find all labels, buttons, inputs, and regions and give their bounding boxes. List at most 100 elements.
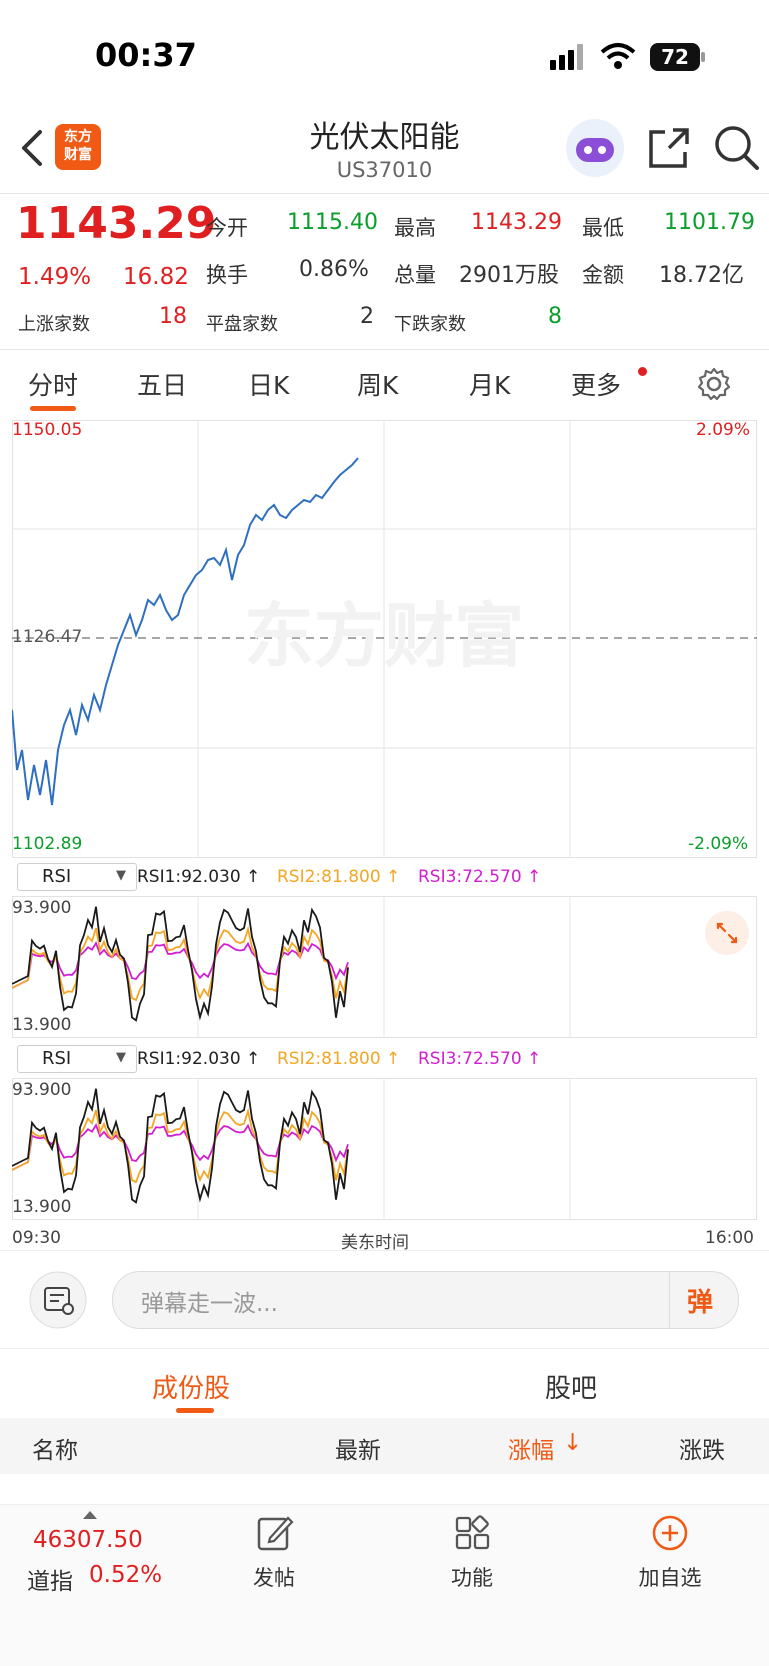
status-bar: 00:37 72	[0, 0, 769, 110]
rsi-chart-2	[12, 1078, 757, 1220]
table-header: 名称 最新 涨幅 ↓ 涨跌	[0, 1418, 769, 1474]
quote-divider	[0, 349, 769, 350]
edit-post-icon[interactable]	[256, 1514, 294, 1552]
danmaku-input[interactable]: 弹幕走一波... 弹	[112, 1271, 739, 1329]
down-count-label: 下跌家数	[394, 314, 466, 335]
rsi-indicator-select-1[interactable]: RSI ▼	[17, 863, 137, 891]
low-value: 1101.79	[664, 210, 755, 235]
index-percent[interactable]: 0.52%	[89, 1562, 163, 1588]
features-grid-icon[interactable]	[454, 1514, 492, 1552]
tab-month-k[interactable]: 月K	[469, 371, 511, 400]
bottom-toolbar	[0, 1504, 769, 1666]
up-count-label: 上涨家数	[18, 314, 90, 335]
header-divider	[0, 193, 769, 194]
tab-constituents[interactable]: 成份股	[152, 1374, 231, 1404]
tab-intraday[interactable]: 分时	[28, 371, 79, 400]
rsi2-value-1: RSI2:81.800 ↑	[277, 867, 401, 887]
rsi-select-label: RSI	[42, 1048, 72, 1069]
rsi-axis-top-1: 93.900	[12, 898, 72, 918]
col-latest[interactable]: 最新	[335, 1438, 381, 1464]
wifi-icon	[600, 43, 636, 69]
share-icon[interactable]	[647, 126, 691, 170]
rsi3-line	[12, 941, 349, 989]
open-label: 今开	[206, 216, 248, 240]
features-button[interactable]: 功能	[451, 1566, 493, 1590]
amount-value: 18.72亿	[659, 263, 744, 288]
sort-desc-arrow-icon: ↓	[563, 1430, 583, 1456]
high-label: 最高	[394, 216, 436, 240]
rsi-axis-bottom-1: 13.900	[12, 1015, 72, 1035]
rsi1-value-1: RSI1:92.030 ↑	[137, 867, 261, 887]
robot-assistant-icon[interactable]	[564, 118, 626, 178]
col-change[interactable]: 涨跌	[679, 1438, 725, 1464]
change-amount: 16.82	[123, 264, 189, 290]
back-arrow-icon[interactable]	[18, 128, 44, 168]
dropdown-arrow-icon: ▼	[116, 1050, 126, 1065]
index-value[interactable]: 46307.50	[33, 1527, 143, 1553]
search-icon[interactable]	[713, 124, 761, 172]
battery-tip	[701, 52, 705, 62]
rsi-axis-top-2: 93.900	[12, 1080, 72, 1100]
app-logo: 东方 财富	[55, 124, 101, 170]
tab-more[interactable]: 更多	[571, 371, 622, 400]
rsi2-value-2: RSI2:81.800 ↑	[277, 1049, 401, 1069]
high-value: 1143.29	[471, 210, 562, 235]
logo-text-top: 东方	[64, 129, 92, 145]
settings-gear-icon[interactable]	[696, 366, 732, 402]
pct-axis-top: 2.09%	[696, 420, 751, 440]
rsi-indicator-select-2[interactable]: RSI ▼	[17, 1045, 137, 1073]
tab-five-day[interactable]: 五日	[137, 371, 188, 400]
pct-axis-bottom: -2.09%	[688, 834, 749, 854]
time-axis-end: 16:00	[705, 1228, 754, 1248]
tab-day-k[interactable]: 日K	[248, 371, 290, 400]
danmaku-send-button[interactable]: 弹	[687, 1288, 714, 1318]
page-title: 光伏太阳能	[309, 120, 460, 155]
rsi2-line	[12, 1107, 349, 1184]
index-expand-icon[interactable]	[83, 1511, 97, 1519]
intraday-price-chart: 东方财富	[12, 420, 757, 858]
status-time: 00:37	[95, 36, 197, 74]
danmaku-settings-icon[interactable]	[29, 1271, 87, 1329]
open-value: 1115.40	[287, 210, 378, 235]
expand-icon[interactable]	[704, 910, 750, 956]
rsi-chart-1	[12, 896, 757, 1038]
add-watchlist-icon[interactable]	[651, 1514, 689, 1552]
tab-forum[interactable]: 股吧	[545, 1374, 598, 1404]
add-watchlist-button[interactable]: 加自选	[638, 1566, 702, 1590]
volume-value: 2901万股	[459, 263, 559, 288]
low-label: 最低	[582, 216, 624, 240]
more-red-dot	[638, 367, 647, 376]
watermark: 东方财富	[244, 595, 524, 677]
rsi1-value-2: RSI1:92.030 ↑	[137, 1049, 261, 1069]
tab-week-k[interactable]: 周K	[357, 371, 399, 400]
change-percent: 1.49%	[18, 264, 92, 290]
stock-code: US37010	[336, 158, 433, 182]
col-name[interactable]: 名称	[32, 1438, 78, 1464]
rsi1-line	[12, 1088, 349, 1204]
danmaku-placeholder: 弹幕走一波...	[141, 1291, 278, 1317]
rsi2-line	[12, 925, 349, 1002]
volume-label: 总量	[394, 263, 436, 287]
danmaku-separator	[669, 1272, 670, 1328]
rsi1-line	[12, 906, 349, 1022]
down-count: 8	[548, 304, 562, 329]
rsi3-value-2: RSI3:72.570 ↑	[418, 1049, 542, 1069]
index-name[interactable]: 道指	[27, 1569, 73, 1595]
chart-bottom-divider	[0, 1250, 769, 1251]
last-price: 1143.29	[16, 198, 217, 249]
rsi-select-label: RSI	[42, 866, 72, 887]
time-axis-start: 09:30	[12, 1228, 61, 1248]
y-axis-top: 1150.05	[12, 420, 83, 440]
flat-count-label: 平盘家数	[206, 314, 278, 335]
dropdown-arrow-icon: ▼	[116, 868, 126, 883]
time-axis-label: 美东时间	[341, 1233, 409, 1253]
post-button[interactable]: 发帖	[253, 1566, 295, 1590]
rsi3-value-1: RSI3:72.570 ↑	[418, 867, 542, 887]
rsi3-line	[12, 1123, 349, 1171]
section-tab-indicator	[176, 1408, 214, 1413]
col-change-pct[interactable]: 涨幅	[508, 1438, 554, 1464]
cellular-signal-icon	[550, 44, 583, 70]
rsi-axis-bottom-2: 13.900	[12, 1197, 72, 1217]
y-axis-mid: 1126.47	[12, 627, 83, 647]
logo-text-bottom: 财富	[64, 147, 92, 163]
